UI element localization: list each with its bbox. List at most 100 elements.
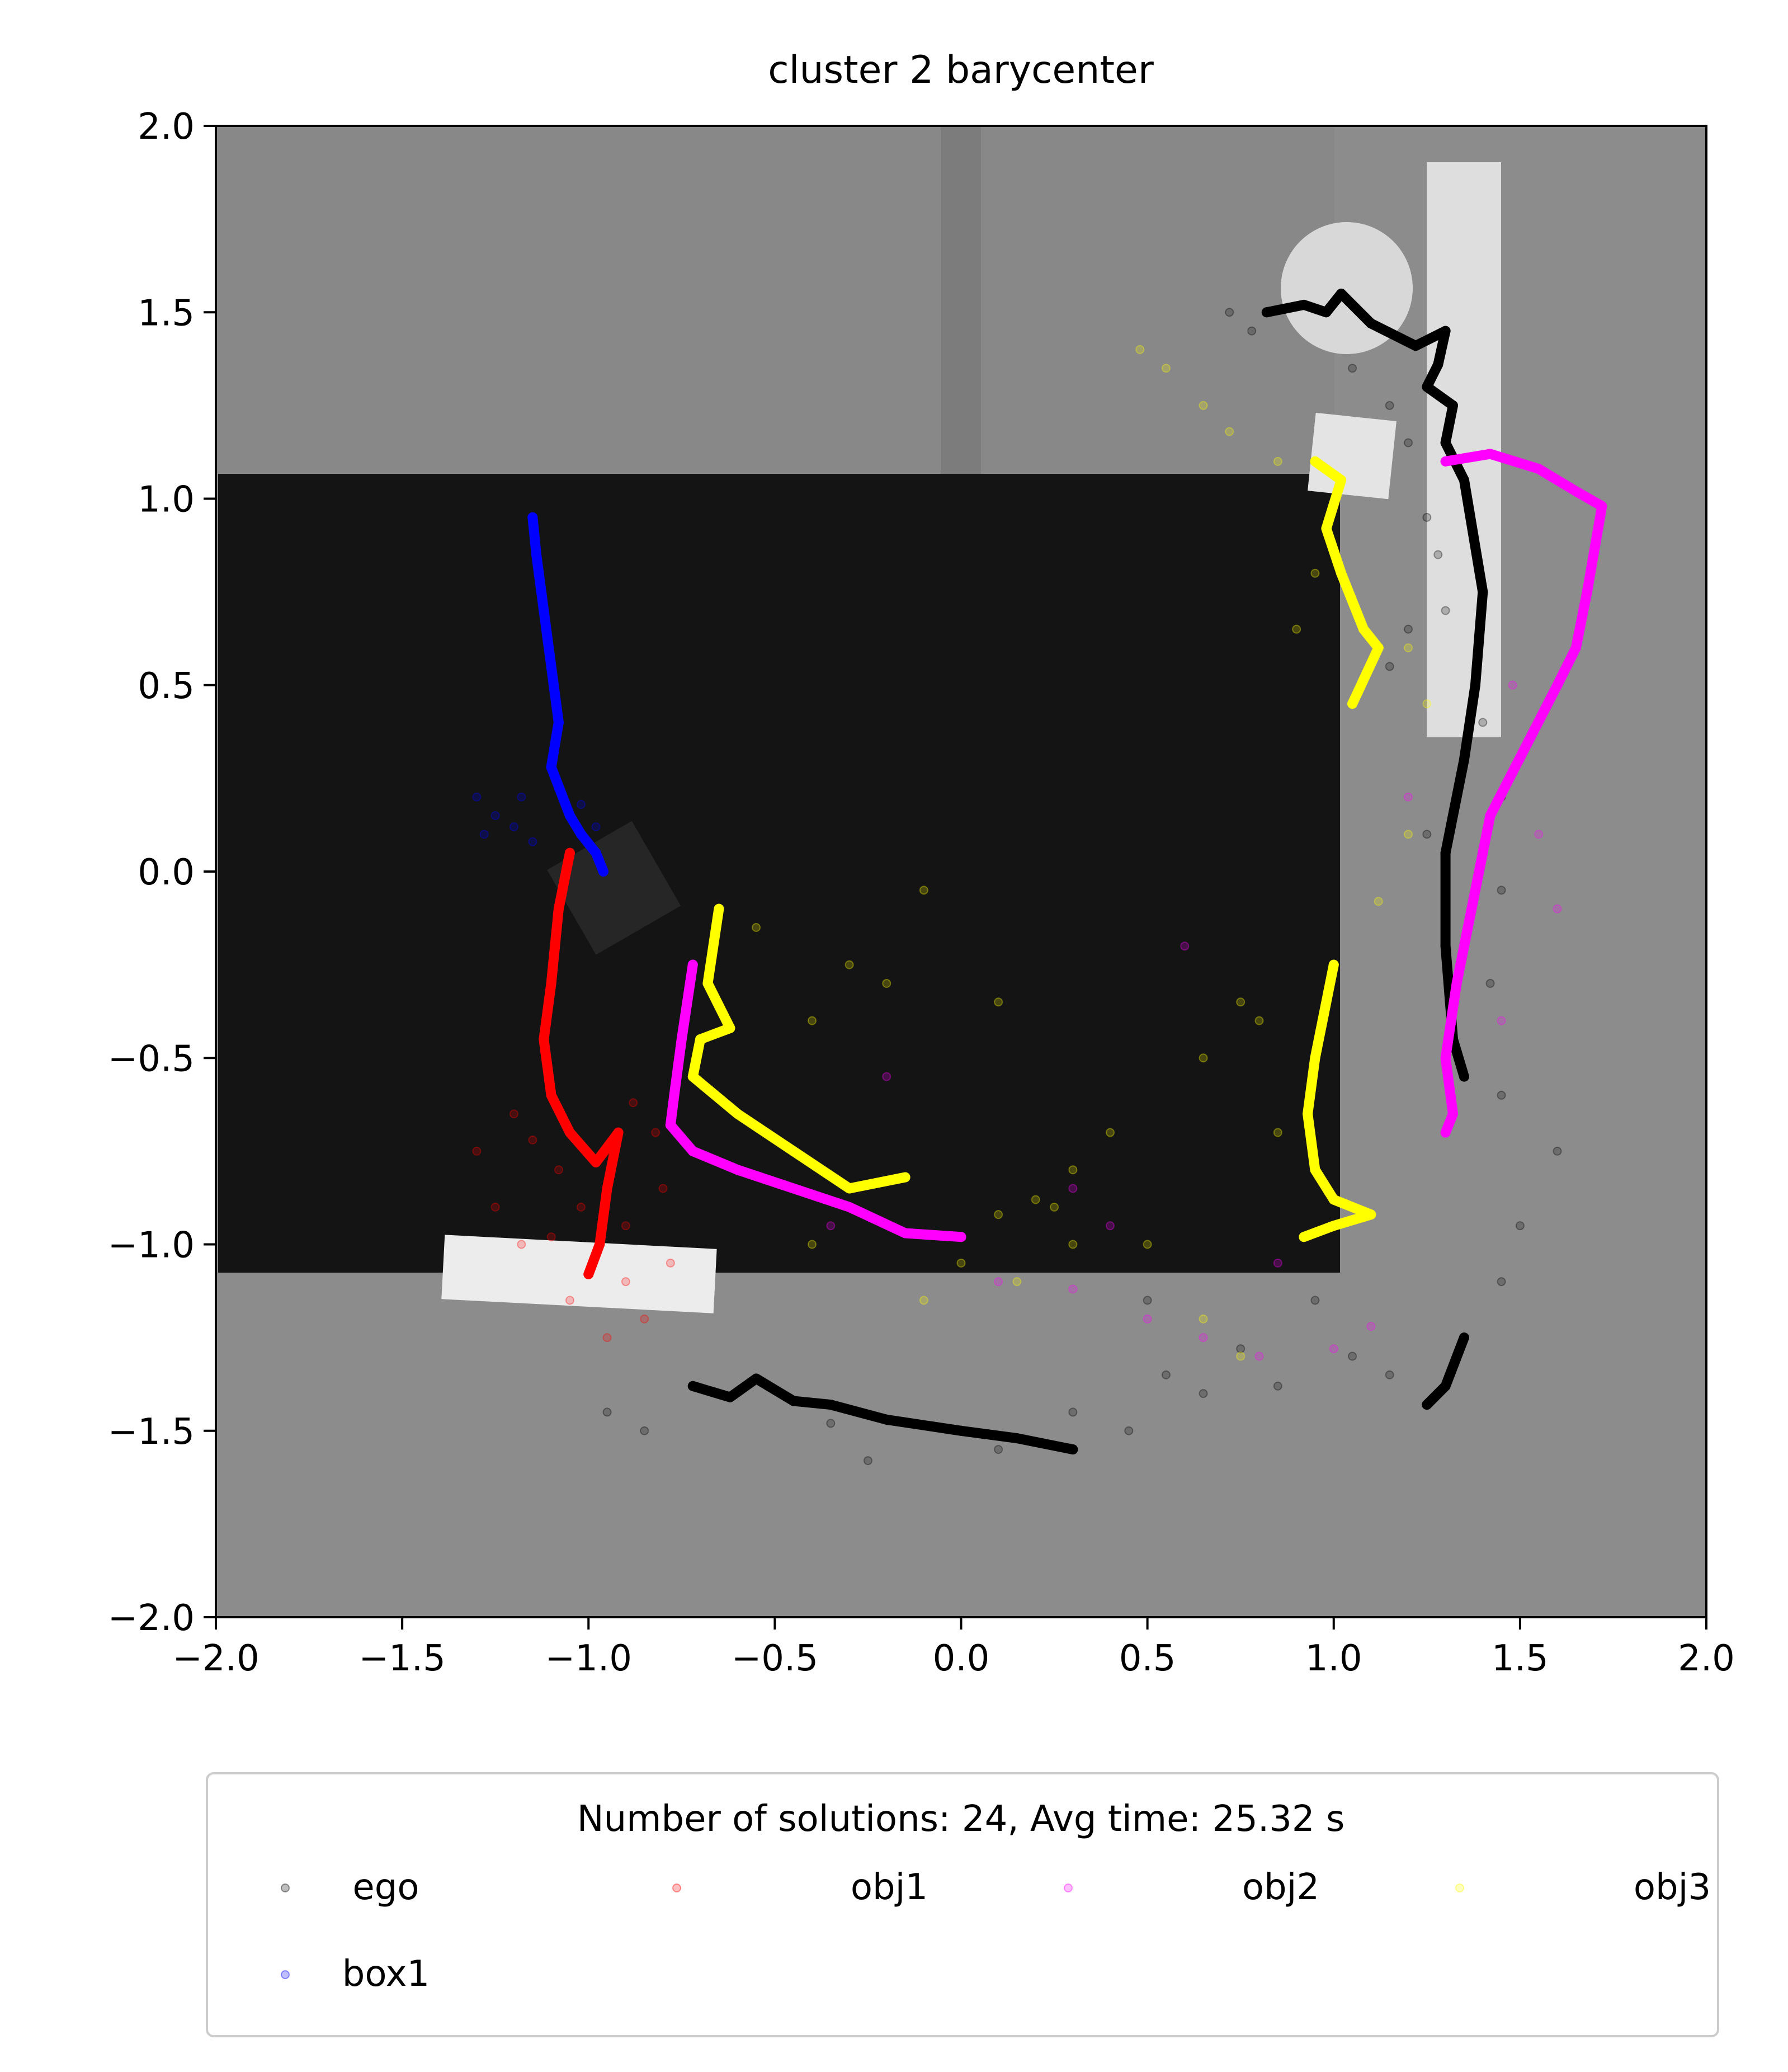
y-tick-label: −1.0	[108, 1225, 195, 1266]
obj1-sample-point	[621, 1221, 630, 1231]
obj1-sample-point	[528, 1135, 537, 1145]
ego-barycenter-point	[751, 1373, 762, 1384]
obj3-sample-point	[1106, 1128, 1115, 1137]
obj2-sample-point	[1508, 680, 1517, 690]
obj3-sample-point	[1404, 830, 1413, 839]
box1-barycenter-point	[553, 717, 564, 728]
obj1-sample-point	[640, 1314, 649, 1324]
box1-barycenter-point	[564, 811, 575, 821]
obj3-sample-point	[1199, 1053, 1208, 1063]
y-tick-label: −0.5	[108, 1038, 195, 1080]
ego-sample-point	[1161, 1370, 1171, 1379]
legend-entries: ego obj1 obj2 obj3 box1	[281, 1867, 1711, 1995]
ego-sample-point	[1404, 624, 1413, 634]
obj3-sample-point	[1236, 1351, 1246, 1361]
legend-label-obj1: obj1	[851, 1867, 928, 1908]
ego-barycenter-point	[1459, 475, 1469, 486]
obj2-sample-point	[1106, 1221, 1115, 1231]
obj1-barycenter-point	[613, 1127, 624, 1138]
ego-barycenter-point	[1440, 941, 1451, 952]
sample-points-layer	[472, 308, 1562, 1466]
obj3-barycenter-point	[844, 1183, 855, 1194]
ego-sample-point	[994, 1445, 1003, 1454]
obj2-sample-point	[1143, 1314, 1152, 1324]
x-tick-label: −1.5	[358, 1638, 445, 1679]
obj3-barycenter-point	[732, 1109, 743, 1119]
table-top	[218, 474, 1340, 1273]
box1-sample-point	[472, 792, 482, 802]
legend-frame	[206, 1772, 1719, 2037]
obj3-sample-point	[808, 1016, 817, 1025]
ego-barycenter-point	[687, 1381, 698, 1391]
obj2-sample-point	[1254, 1351, 1264, 1361]
obj2-sample-point	[1068, 1284, 1078, 1294]
ego-sample-point	[1441, 606, 1450, 615]
ego-barycenter-point	[1440, 847, 1451, 858]
obj1-sample-point	[629, 1098, 638, 1108]
obj1-barycenter-point	[564, 847, 575, 858]
box1-sample-point	[517, 792, 526, 802]
ego-sample-point	[1497, 886, 1506, 895]
ego-sample-point	[1515, 1221, 1525, 1231]
obj3-sample-point	[1031, 1195, 1040, 1204]
obj1-sample-point	[517, 1240, 526, 1249]
ego-barycenter-point	[1336, 288, 1347, 299]
obj1-barycenter-point	[591, 1157, 601, 1167]
x-axis: −2.0 −1.5 −1.0 −0.5 0.0 0.5 1.0 1.5 2.0	[172, 1617, 1735, 1679]
legend-marker-obj1	[672, 1883, 681, 1892]
obj1-sample-point	[666, 1258, 675, 1268]
box1-barycenter-point	[539, 605, 549, 616]
ego-barycenter-point	[1299, 299, 1309, 310]
ego-barycenter-point	[881, 1414, 892, 1425]
box1-barycenter-point	[546, 762, 556, 773]
obj3-sample-point	[1012, 1277, 1022, 1287]
obj3-barycenter-point	[1336, 475, 1347, 486]
obj1-sample-point	[509, 1109, 518, 1119]
obj1-sample-point	[490, 1202, 500, 1212]
obj2-barycenter-point	[1534, 464, 1544, 474]
legend-title: Number of solutions: 24, Avg time: 25.32…	[577, 1798, 1345, 1840]
x-tick-label: 2.0	[1678, 1638, 1735, 1679]
legend-marker-obj3	[1455, 1883, 1464, 1892]
obj3-sample-point	[752, 922, 761, 932]
obj3-sample-point	[1236, 997, 1246, 1007]
ego-sample-point	[1485, 978, 1495, 988]
obj3-sample-point	[956, 1258, 966, 1268]
obj3-barycenter-point	[1310, 1053, 1320, 1063]
box1-sample-point	[479, 830, 489, 839]
ego-barycenter-point	[1447, 400, 1458, 411]
pole	[941, 126, 981, 506]
obj3-barycenter-point	[1299, 1232, 1309, 1242]
obj1-barycenter-point	[602, 1183, 612, 1194]
obj1-barycenter-point	[553, 903, 564, 914]
ego-barycenter-point	[725, 1392, 735, 1402]
obj1-barycenter-point	[546, 1090, 556, 1100]
obj2-barycenter-point	[1447, 1109, 1458, 1119]
obj3-barycenter-point	[1366, 1209, 1376, 1220]
obj1-barycenter-point	[539, 1034, 549, 1044]
obj1-barycenter-point	[583, 1269, 594, 1279]
obj3-sample-point	[1161, 364, 1171, 373]
obj2-sample-point	[1553, 904, 1562, 913]
legend-label-ego: ego	[352, 1867, 419, 1908]
obj2-barycenter-point	[1440, 1127, 1451, 1138]
x-tick-label: −2.0	[172, 1638, 259, 1679]
ego-barycenter-point	[1410, 341, 1421, 351]
obj2-barycenter-point	[844, 1202, 855, 1212]
obj2-barycenter-point	[732, 1165, 743, 1175]
ego-barycenter-point	[788, 1396, 799, 1406]
obj1-sample-point	[658, 1184, 668, 1193]
obj3-barycenter-point	[1321, 523, 1332, 534]
obj2-sample-point	[1366, 1322, 1376, 1331]
obj2-barycenter-point	[956, 1232, 966, 1242]
obj3-barycenter-path	[1299, 959, 1376, 1242]
ego-sample-point	[1124, 1426, 1134, 1435]
obj3-sample-point	[1310, 568, 1320, 578]
obj1-sample-point	[651, 1128, 661, 1137]
obj2-barycenter-point	[676, 1034, 687, 1044]
obj3-barycenter-point	[687, 1071, 698, 1082]
obj2-barycenter-point	[1440, 1053, 1451, 1063]
ego-sample-point	[1247, 326, 1257, 336]
obj2-barycenter-point	[1451, 978, 1462, 988]
obj2-barycenter-point	[687, 1146, 698, 1156]
